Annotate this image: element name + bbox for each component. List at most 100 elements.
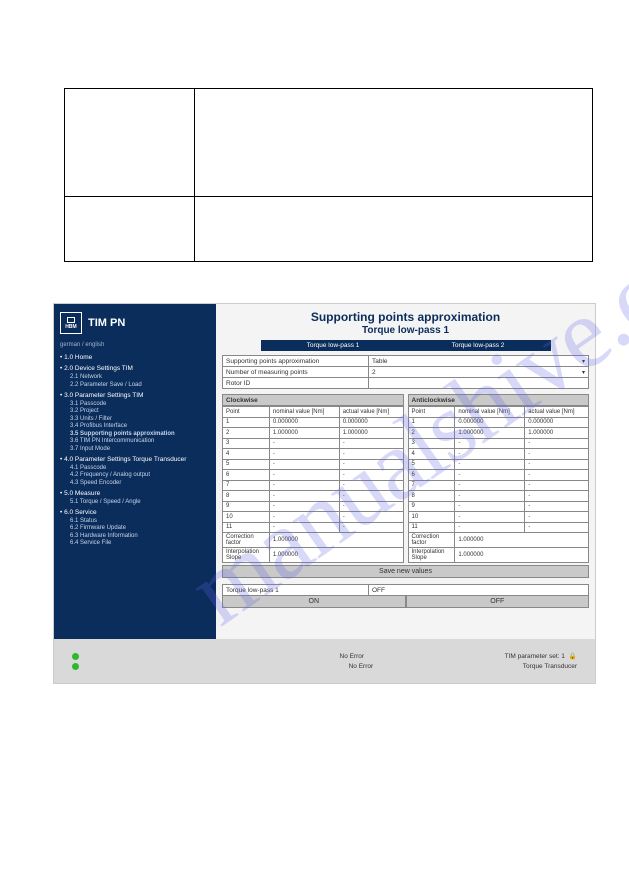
nav-subitem[interactable]: 6.3 Hardware Information — [70, 533, 210, 539]
value-cell[interactable]: - — [269, 522, 339, 533]
value-cell[interactable]: - — [525, 449, 589, 460]
group-title-acw: Anticlockwise — [408, 394, 590, 406]
save-button[interactable]: Save new values — [222, 565, 589, 578]
value-cell[interactable]: - — [339, 512, 403, 523]
param-input[interactable] — [369, 378, 588, 388]
value-cell[interactable]: - — [339, 449, 403, 460]
off-button[interactable]: OFF — [406, 595, 590, 608]
value-cell[interactable]: 0.000000 — [339, 417, 403, 428]
value-cell[interactable]: - — [525, 480, 589, 491]
page-subtitle: Torque low-pass 1 — [222, 325, 589, 336]
point-cell: 5 — [223, 459, 270, 470]
value-cell[interactable]: - — [455, 501, 525, 512]
language-switch[interactable]: german / english — [60, 342, 210, 348]
value-cell[interactable]: - — [525, 512, 589, 523]
nav-subitem[interactable]: 4.3 Speed Encoder — [70, 480, 210, 486]
value-cell[interactable]: - — [269, 501, 339, 512]
value-cell[interactable]: - — [269, 480, 339, 491]
value-cell[interactable]: - — [269, 459, 339, 470]
nav-item[interactable]: 3.0 Parameter Settings TIM3.1 Passcode3.… — [60, 392, 210, 452]
nav-subitem[interactable]: 3.5 Supporting points approximation — [70, 431, 210, 437]
value-cell[interactable]: 0.000000 — [269, 417, 339, 428]
nav-item[interactable]: 4.0 Parameter Settings Torque Transducer… — [60, 456, 210, 486]
value-cell[interactable]: - — [455, 449, 525, 460]
value-cell[interactable]: 0.000000 — [525, 417, 589, 428]
nav-subitem[interactable]: 6.4 Service File — [70, 540, 210, 546]
nav-item[interactable]: 1.0 Home — [60, 354, 210, 361]
on-button[interactable]: ON — [222, 595, 406, 608]
nav-subitem[interactable]: 3.7 Input Mode — [70, 446, 210, 452]
page-title: Supporting points approximation — [222, 310, 589, 324]
point-cell: 8 — [223, 491, 270, 502]
point-cell: 11 — [408, 522, 455, 533]
value-cell[interactable]: - — [455, 438, 525, 449]
value-cell[interactable]: - — [525, 459, 589, 470]
nav-subitem[interactable]: 6.1 Status — [70, 518, 210, 524]
value-cell[interactable]: 0.000000 — [455, 417, 525, 428]
value-cell[interactable]: - — [269, 512, 339, 523]
value-cell[interactable]: - — [269, 491, 339, 502]
extra-label: Correction factor — [223, 533, 270, 548]
value-cell[interactable]: - — [455, 522, 525, 533]
tab-lp2[interactable]: Torque low-pass 2 — [406, 340, 551, 351]
value-cell[interactable]: 1.000000 — [339, 428, 403, 439]
nav-subitem[interactable]: 3.6 TIM PN Intercommunication — [70, 438, 210, 444]
value-cell[interactable]: - — [339, 522, 403, 533]
value-cell[interactable]: - — [455, 480, 525, 491]
point-cell: 2 — [223, 428, 270, 439]
nav-item[interactable]: 2.0 Device Settings TIM2.1 Network2.2 Pa… — [60, 365, 210, 388]
nav-subitem[interactable]: 3.2 Project — [70, 408, 210, 414]
nav-subitem[interactable]: 2.2 Parameter Save / Load — [70, 382, 210, 388]
table-row: 10.0000000.000000 — [408, 417, 589, 428]
table-row: 5-- — [408, 459, 589, 470]
value-cell[interactable]: - — [525, 491, 589, 502]
nav-subitem[interactable]: 3.3 Units / Filter — [70, 416, 210, 422]
value-cell[interactable]: - — [339, 470, 403, 481]
value-cell[interactable]: - — [525, 522, 589, 533]
nav-item[interactable]: 6.0 Service6.1 Status6.2 Firmware Update… — [60, 509, 210, 547]
point-cell: 1 — [223, 417, 270, 428]
value-cell[interactable]: - — [269, 438, 339, 449]
tab-lp1[interactable]: Torque low-pass 1 — [261, 340, 406, 351]
value-cell[interactable]: - — [339, 459, 403, 470]
extra-value: 1.000000 — [269, 533, 403, 548]
nav-subitem[interactable]: 4.2 Frequency / Analog output — [70, 472, 210, 478]
param-select[interactable]: 2 — [369, 367, 588, 377]
value-cell[interactable]: - — [339, 501, 403, 512]
value-cell[interactable]: - — [339, 491, 403, 502]
nav-item[interactable]: 5.0 Measure5.1 Torque / Speed / Angle — [60, 490, 210, 505]
nav-subitem[interactable]: 6.2 Firmware Update — [70, 525, 210, 531]
param-row: Number of measuring points2 — [222, 366, 589, 378]
value-cell[interactable]: 1.000000 — [455, 428, 525, 439]
value-cell[interactable]: - — [455, 491, 525, 502]
value-cell[interactable]: - — [525, 438, 589, 449]
value-cell[interactable]: - — [269, 449, 339, 460]
table-row: 6-- — [408, 470, 589, 481]
onoff-toggle: ON OFF — [222, 595, 589, 608]
value-cell[interactable]: - — [455, 512, 525, 523]
value-cell[interactable]: 1.000000 — [525, 428, 589, 439]
nav-subitem[interactable]: 5.1 Torque / Speed / Angle — [70, 499, 210, 505]
value-cell[interactable]: - — [455, 459, 525, 470]
dual-tables: Clockwise Pointnominal value [Nm]actual … — [222, 394, 589, 563]
product-name: TIM PN — [88, 317, 125, 329]
nav-subitem[interactable]: 3.1 Passcode — [70, 401, 210, 407]
param-select[interactable]: Table — [369, 356, 588, 366]
table-row: 4-- — [223, 449, 404, 460]
point-cell: 4 — [408, 449, 455, 460]
extra-label: Interpolation Slope — [223, 548, 270, 563]
value-cell[interactable]: - — [269, 470, 339, 481]
value-cell[interactable]: 1.000000 — [269, 428, 339, 439]
value-cell[interactable]: - — [339, 480, 403, 491]
value-cell[interactable]: - — [525, 501, 589, 512]
point-cell: 1 — [408, 417, 455, 428]
content-area: Supporting points approximation Torque l… — [216, 304, 595, 639]
nav-subitem[interactable]: 4.1 Passcode — [70, 465, 210, 471]
param-label: Supporting points approximation — [223, 356, 369, 366]
nav-subitem[interactable]: 2.1 Network — [70, 374, 210, 380]
value-cell[interactable]: - — [455, 470, 525, 481]
nav-subitem[interactable]: 3.4 Profibus Interface — [70, 423, 210, 429]
value-cell[interactable]: - — [339, 438, 403, 449]
table-row: 11-- — [408, 522, 589, 533]
value-cell[interactable]: - — [525, 470, 589, 481]
